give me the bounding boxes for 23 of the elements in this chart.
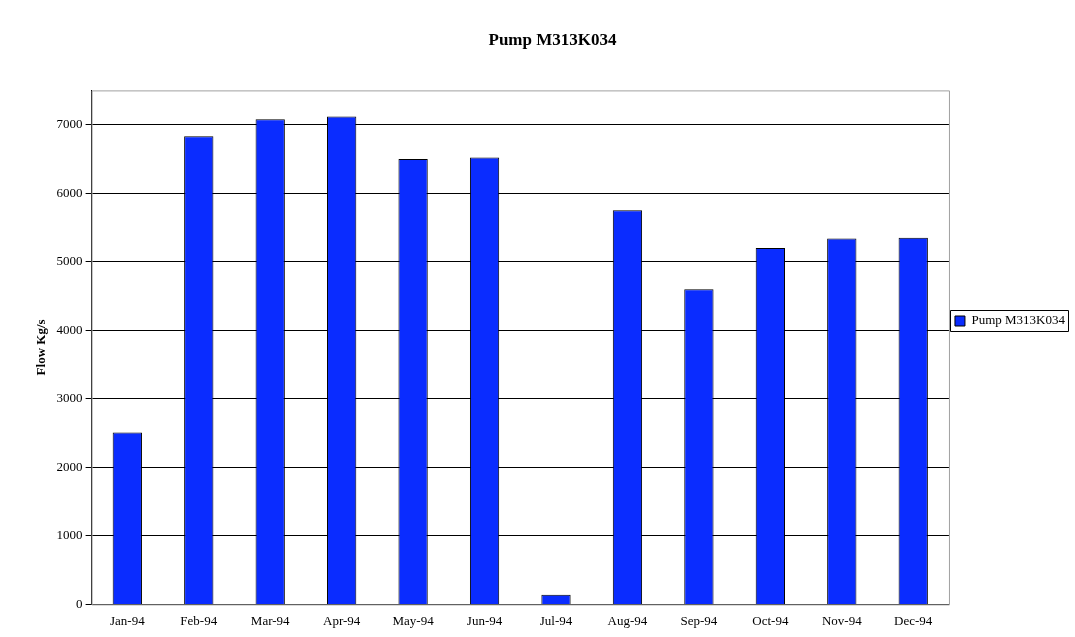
x-tick-label: Jul-94 <box>539 612 573 628</box>
y-tick-label: 7000 <box>56 116 83 132</box>
x-tick-label: Nov-94 <box>821 612 863 628</box>
legend-label: Pump M313K034 <box>971 312 1066 328</box>
y-tick-label: 1000 <box>56 527 83 543</box>
x-tick-label: Dec-94 <box>894 612 933 628</box>
x-tick-label: Oct-94 <box>752 612 789 628</box>
x-tick-label: Aug-94 <box>607 612 648 628</box>
x-tick-label: Sep-94 <box>680 612 718 628</box>
y-tick-label: 5000 <box>56 253 83 269</box>
y-axis-title: Flow Kg/s <box>33 319 49 376</box>
y-tick-label: 4000 <box>56 321 83 337</box>
x-tick-label: Jun-94 <box>466 612 503 628</box>
y-tick-label: 6000 <box>56 184 83 200</box>
x-tick-label: Mar-94 <box>250 612 291 628</box>
x-tick-label: Apr-94 <box>323 612 361 628</box>
x-tick-label: Feb-94 <box>180 612 218 628</box>
y-tick-label: 2000 <box>56 458 83 474</box>
y-tick-label: 3000 <box>56 390 83 406</box>
y-tick-label: 0 <box>76 595 83 611</box>
x-tick-label: May-94 <box>392 612 435 628</box>
chart-title: Pump M313K034 <box>488 29 617 49</box>
x-tick-label: Jan-94 <box>109 612 146 628</box>
